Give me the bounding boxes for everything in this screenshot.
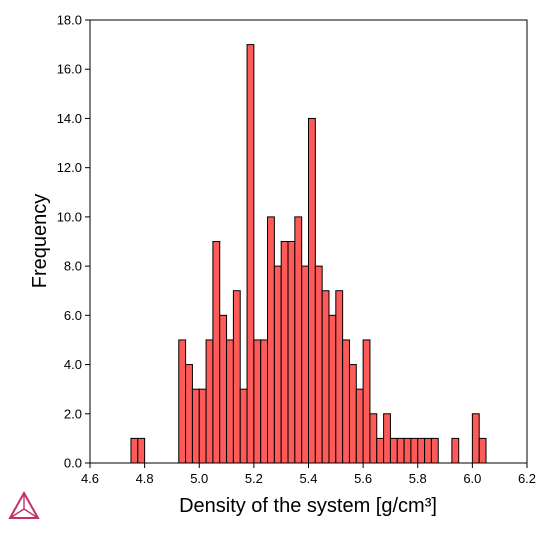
y-tick-label: 14.0 bbox=[57, 111, 82, 126]
y-tick-label: 4.0 bbox=[64, 357, 82, 372]
histogram-bar bbox=[232, 290, 241, 464]
histogram-bar bbox=[314, 265, 323, 464]
y-tick-label: 18.0 bbox=[57, 13, 82, 28]
x-tick-label: 5.6 bbox=[354, 471, 372, 486]
histogram-bar bbox=[451, 437, 460, 464]
y-axis-title: Frequency bbox=[29, 194, 51, 289]
histogram-bar bbox=[287, 241, 296, 464]
histogram-bar bbox=[342, 339, 350, 464]
histogram-bar bbox=[478, 437, 487, 464]
histogram-bar bbox=[198, 388, 207, 464]
histogram-bar bbox=[430, 437, 439, 464]
histogram-bar bbox=[355, 388, 364, 464]
histogram-bar bbox=[191, 388, 200, 464]
histogram-bar bbox=[471, 413, 480, 464]
x-tick-label: 5.2 bbox=[245, 471, 263, 486]
histogram-bar bbox=[239, 388, 248, 464]
y-tick-label: 12.0 bbox=[57, 160, 82, 175]
x-axis: 4.6 4.8 5.0 5.2 5.4 5.6 5.8 6.0 6.2 bbox=[81, 463, 536, 486]
plot-area bbox=[89, 19, 528, 464]
y-tick-label: 2.0 bbox=[64, 406, 82, 421]
histogram-bar bbox=[362, 339, 371, 464]
histogram-bar bbox=[205, 339, 214, 464]
histogram-bar bbox=[267, 216, 275, 464]
histogram-bar bbox=[273, 265, 282, 464]
histogram-bar bbox=[185, 364, 193, 464]
histogram-bar bbox=[178, 339, 187, 464]
histogram-bar bbox=[321, 290, 330, 464]
x-axis-title: Density of the system [g/cm³] bbox=[179, 495, 437, 517]
histogram-bar bbox=[137, 437, 146, 464]
histogram-bar bbox=[212, 241, 221, 464]
histogram-bar bbox=[348, 364, 357, 464]
histogram-bar bbox=[226, 339, 234, 464]
histogram-bar bbox=[308, 117, 316, 464]
x-tick-label: 5.4 bbox=[299, 471, 317, 486]
x-tick-label: 4.8 bbox=[136, 471, 154, 486]
thermo-calc-logo-icon bbox=[8, 490, 40, 519]
histogram-bar bbox=[383, 413, 391, 464]
histogram-bar bbox=[280, 241, 289, 464]
y-tick-label: 8.0 bbox=[64, 259, 82, 274]
histogram-bar bbox=[246, 44, 255, 464]
histogram-bar bbox=[301, 265, 310, 464]
x-tick-label: 5.8 bbox=[409, 471, 427, 486]
histogram-bar bbox=[389, 437, 398, 464]
y-tick-label: 0.0 bbox=[64, 456, 82, 471]
y-tick-label: 10.0 bbox=[57, 209, 82, 224]
histogram-bar bbox=[130, 437, 139, 464]
x-tick-label: 6.2 bbox=[518, 471, 536, 486]
x-tick-label: 5.0 bbox=[190, 471, 208, 486]
histogram-bar bbox=[403, 437, 412, 464]
y-axis: 0.0 2.0 4.0 6.0 8.0 10.0 12.0 14.0 16.0 18.0 bbox=[57, 13, 90, 471]
histogram-bar bbox=[424, 437, 432, 464]
histogram-bar bbox=[369, 413, 378, 464]
y-tick-label: 16.0 bbox=[57, 62, 82, 77]
x-tick-label: 6.0 bbox=[463, 471, 481, 486]
histogram-bar bbox=[328, 314, 337, 464]
histogram-bar bbox=[410, 437, 419, 464]
histogram-bar bbox=[396, 437, 405, 464]
histogram-bar bbox=[260, 339, 269, 464]
histogram-bar bbox=[219, 314, 228, 464]
histogram-bar bbox=[253, 339, 262, 464]
histogram-bar bbox=[417, 437, 426, 464]
x-tick-label: 4.6 bbox=[81, 471, 99, 486]
y-tick-label: 6.0 bbox=[64, 308, 82, 323]
histogram-bar bbox=[376, 437, 385, 464]
histogram-bar bbox=[335, 290, 344, 464]
histogram-bar bbox=[294, 216, 303, 464]
